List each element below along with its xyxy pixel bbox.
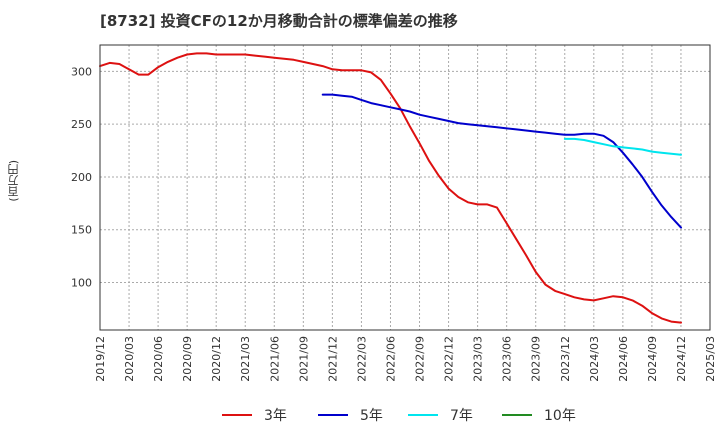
series-line-3年	[99, 52, 682, 324]
plot-frame	[99, 44, 711, 331]
legend-label: 3年	[264, 408, 287, 424]
grid-lines	[99, 45, 711, 330]
x-tick-labels: 2019/12 2020/03 2020/06 2020/09 2020/12 2021/…	[94, 336, 717, 382]
x-tick-label: 2021/06	[268, 336, 281, 382]
x-tick-label: 2023/03	[472, 336, 485, 382]
x-tick-label: 2023/12	[559, 336, 572, 382]
chart-title: [8732] 投資CFの12か月移動合計の標準偏差の推移	[100, 12, 458, 30]
x-tick-label: 2024/12	[675, 336, 688, 382]
x-tick-label: 2022/12	[443, 336, 456, 382]
series-lines	[99, 52, 682, 324]
x-tick-label: 2023/09	[530, 336, 543, 382]
x-tick-label: 2022/09	[414, 336, 427, 382]
legend: 3年 5年 7年 10年	[222, 408, 576, 424]
x-tick-label: 2023/06	[501, 336, 514, 382]
y-tick-label: 150	[71, 224, 92, 237]
x-tick-label: 2020/12	[210, 336, 223, 382]
x-tick-label: 2022/06	[384, 336, 397, 382]
x-tick-label: 2020/06	[152, 336, 165, 382]
y-tick-label: 100	[71, 277, 92, 290]
y-tick-label: 250	[71, 118, 92, 131]
y-tick-labels: 100 150 200 250 300	[71, 65, 92, 289]
x-tick-label: 2021/12	[326, 336, 339, 382]
legend-label: 7年	[450, 408, 473, 424]
y-tick-label: 300	[71, 65, 92, 78]
legend-label: 10年	[544, 408, 576, 424]
x-tick-label: 2021/09	[297, 336, 310, 382]
x-tick-label: 2019/12	[94, 336, 107, 382]
x-tick-label: 2022/03	[355, 336, 368, 382]
x-tick-label: 2021/03	[239, 336, 252, 382]
series-line-5年	[321, 93, 682, 229]
x-tick-label: 2020/03	[123, 336, 136, 382]
x-tick-label: 2025/03	[704, 336, 717, 382]
x-tick-label: 2024/03	[588, 336, 601, 382]
x-tick-label: 2024/09	[646, 336, 659, 382]
legend-label: 5年	[360, 408, 383, 424]
y-tick-label: 200	[71, 171, 92, 184]
series-line-7年	[563, 137, 682, 156]
x-tick-label: 2020/09	[181, 336, 194, 382]
x-tick-label: 2024/06	[617, 336, 630, 382]
